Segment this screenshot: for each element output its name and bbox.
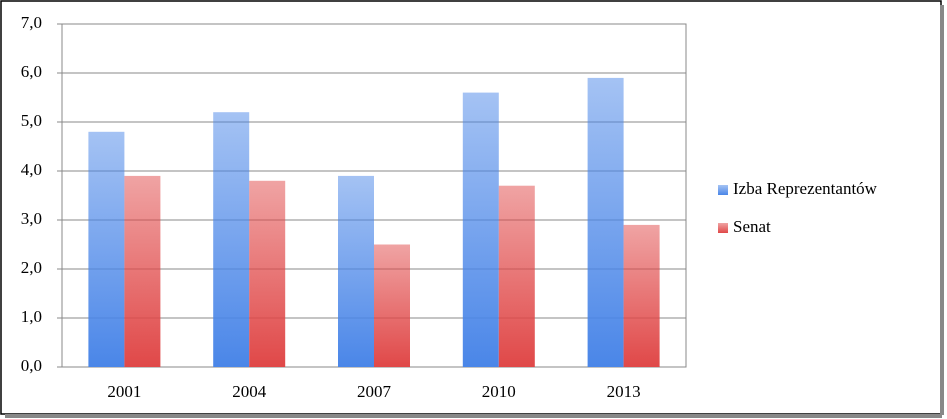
legend-marker — [718, 185, 728, 195]
legend-marker — [718, 223, 728, 233]
bar — [462, 92, 499, 367]
y-tick-label: 3,0 — [21, 209, 42, 228]
x-tick-label: 2001 — [107, 382, 141, 401]
legend-label: Senat — [733, 217, 771, 236]
x-tick-label: 2004 — [232, 382, 267, 401]
y-tick-label: 0,0 — [21, 356, 42, 375]
bar — [587, 77, 624, 368]
bar — [498, 185, 535, 367]
bar — [249, 180, 286, 367]
y-tick-label: 7,0 — [21, 13, 42, 32]
x-tick-label: 2013 — [607, 382, 641, 401]
bar — [623, 224, 660, 367]
legend-label: Izba Reprezentantów — [733, 179, 878, 198]
x-tick-label: 2007 — [357, 382, 392, 401]
bar — [374, 244, 410, 367]
bar — [88, 131, 125, 367]
y-tick-label: 6,0 — [21, 62, 42, 81]
x-tick-label: 2010 — [482, 382, 516, 401]
bar — [338, 175, 374, 367]
y-tick-label: 4,0 — [21, 160, 42, 179]
y-tick-label: 5,0 — [21, 111, 42, 130]
bar — [124, 175, 161, 367]
bar — [213, 112, 250, 367]
y-tick-label: 2,0 — [21, 258, 42, 277]
y-tick-label: 1,0 — [21, 307, 42, 326]
